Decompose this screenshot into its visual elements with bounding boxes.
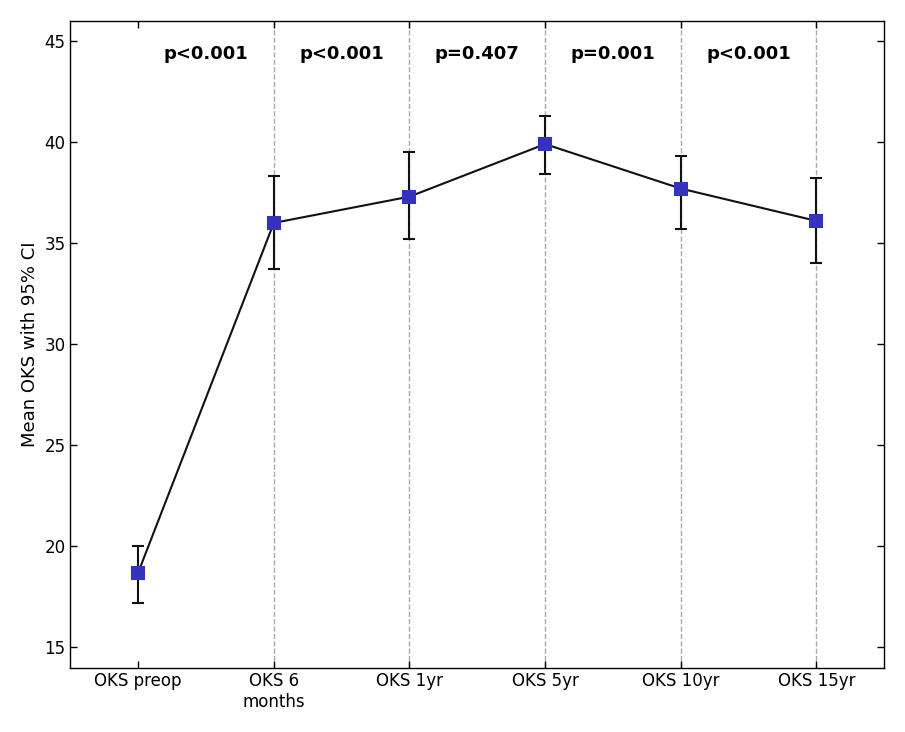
Text: p<0.001: p<0.001 [706,45,791,63]
Y-axis label: Mean OKS with 95% CI: Mean OKS with 95% CI [21,242,39,447]
Text: p=0.407: p=0.407 [435,45,519,63]
Text: p=0.001: p=0.001 [570,45,655,63]
Text: p<0.001: p<0.001 [300,45,384,63]
Text: p<0.001: p<0.001 [164,45,248,63]
